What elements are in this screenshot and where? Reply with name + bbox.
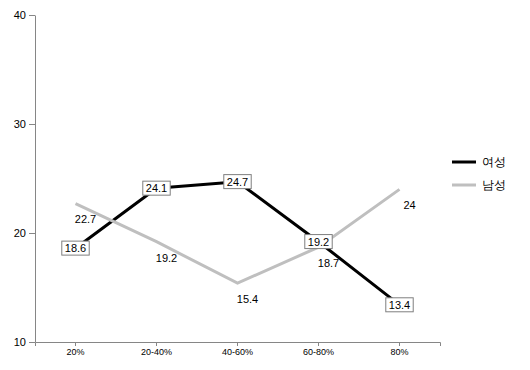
legend-item: 여성	[452, 155, 506, 169]
data-label-box	[386, 298, 413, 312]
data-label: 13.4	[389, 299, 410, 311]
data-label-box	[143, 181, 170, 195]
data-label: 19.2	[308, 236, 329, 248]
legend-label: 남성	[482, 178, 506, 192]
y-tick-mark	[29, 342, 35, 343]
data-label: 18.6	[65, 242, 86, 254]
y-tick-label: 10	[14, 336, 26, 348]
x-tick-mark	[237, 342, 238, 346]
legend-swatch	[452, 184, 476, 187]
data-label: 15.4	[237, 293, 258, 305]
y-tick-mark	[29, 233, 35, 234]
x-tick-mark	[156, 342, 157, 346]
x-tick: 20-40%	[141, 342, 172, 357]
x-tick-label: 20%	[66, 347, 84, 357]
x-tick: 40-60%	[222, 342, 253, 357]
data-label: 24	[403, 199, 415, 211]
y-tick-label: 20	[14, 227, 26, 239]
legend-swatch	[452, 161, 476, 164]
data-labels: 18.6 24.1 24.7 19.2 13.4 22.7 19.2 15.4 18.7 24	[62, 175, 416, 312]
x-tick: 80%	[390, 342, 408, 357]
y-tick: 20	[14, 227, 35, 239]
series-line	[76, 182, 400, 305]
y-tick-mark	[29, 124, 35, 125]
legend: 여성남성	[452, 155, 506, 192]
plot: 10 20 30 40 20% 20-40% 40-60% 60-80% 80% 18.6 24.1…	[14, 9, 441, 357]
x-tick-label: 80%	[390, 347, 408, 357]
data-label-box	[62, 241, 89, 255]
y-tick-label: 30	[14, 118, 26, 130]
legend-label: 여성	[482, 155, 506, 169]
chart: 10 20 30 40 20% 20-40% 40-60% 60-80% 80% 18.6 24.1…	[0, 0, 530, 370]
data-label: 18.7	[318, 257, 339, 269]
y-tick-label: 40	[14, 9, 26, 21]
data-label: 24.7	[227, 176, 248, 188]
y-tick: 10	[14, 336, 35, 348]
y-axis-line	[35, 16, 36, 343]
y-tick-mark	[29, 15, 35, 16]
x-tick-label: 20-40%	[141, 347, 172, 357]
x-axis: 20% 20-40% 40-60% 60-80% 80%	[36, 342, 441, 357]
series-line	[76, 189, 400, 283]
marks	[76, 182, 400, 305]
data-label: 19.2	[156, 252, 177, 264]
y-tick: 30	[14, 118, 35, 130]
x-tick: 20%	[66, 342, 84, 357]
y-axis: 10 20 30 40	[14, 9, 36, 348]
x-tick-label: 60-80%	[303, 347, 334, 357]
data-label-box	[305, 235, 332, 249]
x-tick-mark	[75, 342, 76, 346]
data-label: 24.1	[146, 182, 167, 194]
x-axis-line	[36, 343, 441, 347]
x-tick-mark	[399, 342, 400, 346]
x-tick: 60-80%	[303, 342, 334, 357]
x-tick-mark	[318, 342, 319, 346]
x-tick-label: 40-60%	[222, 347, 253, 357]
legend-item: 남성	[452, 178, 506, 192]
data-label: 22.7	[75, 213, 96, 225]
data-label-box	[224, 175, 251, 189]
y-tick: 40	[14, 9, 35, 21]
